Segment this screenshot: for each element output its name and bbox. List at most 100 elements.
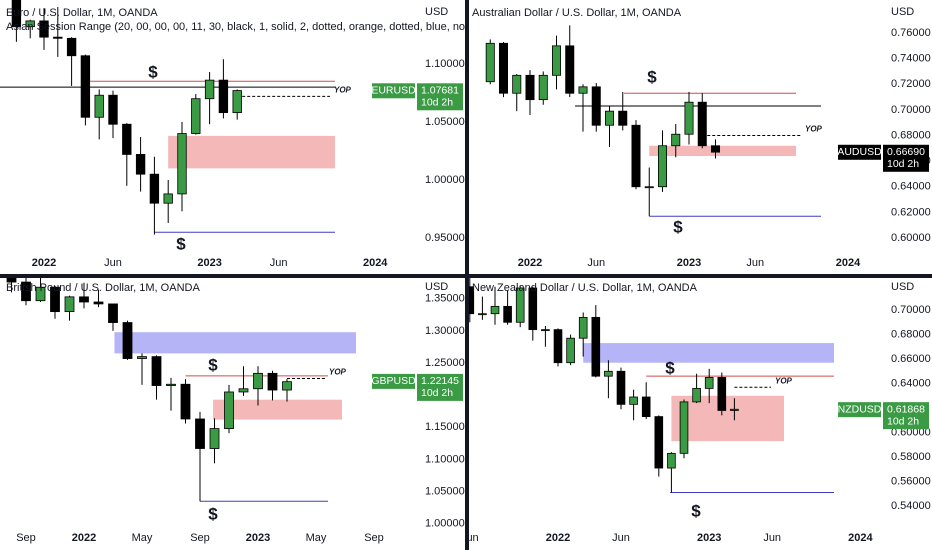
- zone: [213, 399, 342, 420]
- annotation: $: [647, 67, 657, 86]
- chart-title: Euro / U.S. Dollar, 1M, OANDA: [6, 7, 158, 19]
- y-tick-label: 0.64000: [891, 181, 931, 193]
- x-tick-label: May: [306, 532, 327, 544]
- candle-body: [66, 37, 77, 57]
- candle-body: [490, 305, 500, 315]
- axis-label: USD: [891, 6, 914, 18]
- zone: [114, 332, 356, 354]
- candle-body: [282, 381, 292, 391]
- y-tick-label: 1.00000: [425, 518, 465, 530]
- chart-panel: YOP $ $ Jun 2022 Jun 2023 Jun 2024 USD 0.54000 0.56…: [466, 275, 931, 544]
- x-tick-label: 2022: [546, 532, 570, 544]
- x-tick-label: Sep: [16, 532, 36, 544]
- plot-area: YOP $ $: [6, 275, 356, 523]
- annotation: $: [691, 501, 701, 520]
- candle-body: [21, 281, 31, 302]
- annotation: $: [176, 234, 186, 253]
- symbol-label: EURUSD: [371, 85, 416, 97]
- candle-body: [710, 145, 721, 153]
- candle-body: [238, 388, 249, 393]
- candle-body: [253, 372, 263, 390]
- panel-content: YOP $ $ Sep 2022 May Sep 2023 May Sep USD 1.00000 1.…: [6, 275, 465, 544]
- chart-panel: YOP $ $2022 Jun 2023 Jun 2024 USD 0.95000 1.00000…: [0, 0, 523, 269]
- candle-body: [478, 313, 487, 316]
- y-tick-label: 1.15000: [425, 421, 465, 433]
- y-tick-label: 0.60000: [891, 426, 931, 438]
- candle-body: [53, 36, 63, 39]
- candle-body: [466, 286, 475, 315]
- candle-body: [232, 90, 242, 114]
- chart-panel: YOP $ $2022 Jun 2023 Jun 2024 USD 0.60000 0.62000…: [472, 6, 931, 269]
- price-tag: [417, 373, 463, 401]
- candle-body: [591, 86, 601, 126]
- price-label: 0.66690: [887, 146, 925, 158]
- price-label: 1.22145: [421, 375, 459, 387]
- x-tick-label: 2022: [32, 257, 56, 269]
- candle-body: [654, 416, 664, 469]
- candle-body: [163, 193, 173, 204]
- x-tick-label: 2023: [246, 532, 270, 544]
- symbol-tag: [838, 144, 881, 160]
- y-tick-label: 1.05000: [425, 116, 465, 128]
- countdown: 10d 2h: [421, 97, 453, 109]
- y-tick-label: 1.00000: [425, 174, 465, 186]
- candle-body: [692, 388, 701, 403]
- candle-body: [604, 110, 615, 126]
- symbol-tag: [372, 373, 415, 389]
- y-tick-label: 0.58000: [891, 451, 931, 463]
- x-tick-label: 2023: [677, 257, 701, 269]
- candle-body: [591, 316, 601, 377]
- y-tick-label: 0.72000: [891, 78, 931, 90]
- candle-body: [204, 79, 215, 100]
- candle-body: [631, 124, 641, 188]
- candle-body: [224, 391, 234, 429]
- annotation: $: [148, 62, 158, 81]
- x-tick-label: 2022: [72, 532, 96, 544]
- level-label: YOP: [329, 368, 347, 377]
- candle-body: [553, 329, 563, 364]
- candle-body: [629, 396, 638, 405]
- y-tick-label: 0.74000: [891, 53, 931, 65]
- chart-title: British Pound / U.S. Dollar, 1M, OANDA: [6, 282, 200, 294]
- x-tick-label: Sep: [190, 532, 210, 544]
- zone: [649, 145, 796, 156]
- y-tick-label: 0.76000: [891, 27, 931, 39]
- candle-body: [498, 42, 509, 94]
- countdown: 10d 2h: [421, 387, 453, 399]
- candle-body: [191, 98, 201, 134]
- x-tick-label: Jun: [104, 257, 122, 269]
- candle-body: [641, 396, 651, 417]
- candle-body: [730, 408, 739, 411]
- candle-body: [149, 173, 160, 204]
- candle-body: [39, 20, 49, 38]
- annotation: $: [208, 504, 218, 523]
- y-tick-label: 0.68000: [891, 129, 931, 141]
- y-tick-label: 1.05000: [425, 485, 465, 497]
- candle-body: [515, 287, 525, 323]
- y-tick-label: 0.54000: [891, 500, 931, 512]
- chart-title: Australian Dollar / U.S. Dollar, 1M, OAN…: [472, 7, 682, 19]
- candle-body: [503, 305, 512, 323]
- chart-subtitle: Asian Session Range (20, 00, 00, 00, 11,…: [6, 21, 523, 33]
- plot-area: YOP $ $: [485, 25, 823, 236]
- candle-body: [180, 383, 191, 420]
- candle-body: [177, 133, 187, 195]
- x-tick-label: May: [132, 532, 153, 544]
- candle-body: [108, 303, 118, 323]
- level-label: YOP: [334, 85, 352, 94]
- annotation: $: [673, 217, 683, 236]
- candle-body: [578, 86, 588, 94]
- zone: [168, 135, 335, 169]
- y-tick-label: 1.10000: [425, 58, 465, 70]
- candle-body: [679, 401, 689, 454]
- y-tick-label: 0.64000: [891, 377, 931, 389]
- candle-body: [684, 101, 694, 135]
- symbol-label: NZDUSD: [838, 403, 882, 415]
- candle-body: [618, 110, 628, 126]
- candle-body: [512, 74, 522, 94]
- y-tick-label: 0.70000: [891, 304, 931, 316]
- y-tick-label: 0.66000: [891, 353, 931, 365]
- countdown: 10d 2h: [887, 415, 919, 427]
- candle-body: [122, 123, 132, 155]
